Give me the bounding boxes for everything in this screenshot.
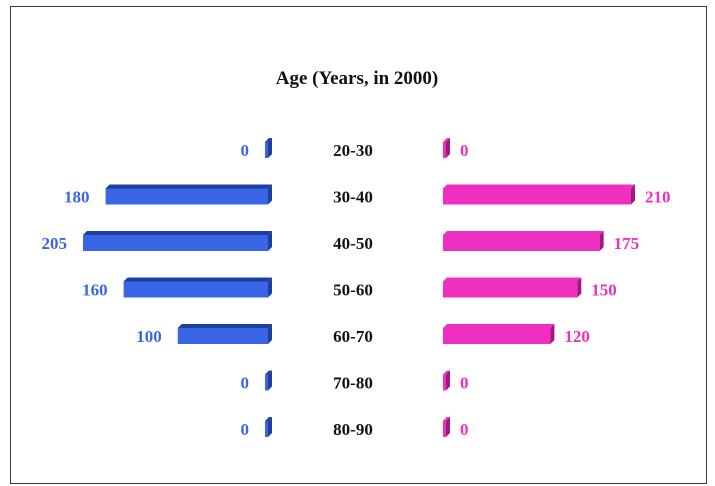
left-bar	[265, 370, 272, 391]
left-bar-top-face	[83, 231, 272, 235]
right-bar	[443, 231, 604, 251]
left-bar-side-face	[268, 277, 272, 298]
right-bar	[443, 138, 450, 158]
left-bar	[265, 417, 272, 437]
right-bar-front-face	[443, 142, 446, 158]
right-series-data-labels: 0 210 175 150 120 0 0	[460, 141, 671, 439]
right-bar-top-face	[443, 417, 450, 421]
category-label: 60-70	[333, 327, 373, 346]
left-bar-side-face	[268, 417, 272, 437]
left-bar-top-face	[105, 184, 272, 189]
left-bar-front-face	[265, 421, 268, 437]
right-bar-side-face	[446, 370, 450, 391]
right-bar	[443, 277, 582, 298]
category-label: 80-90	[333, 420, 373, 439]
right-bar-front-face	[443, 235, 600, 251]
right-bar-front-face	[443, 374, 446, 391]
right-bar-top-face	[443, 184, 635, 189]
left-series-data-labels: 0 180 205 160 100 0 0	[42, 141, 250, 439]
right-bar-top-face	[443, 370, 450, 375]
right-bar-front-face	[443, 328, 551, 344]
right-bar-front-face	[443, 281, 578, 298]
left-bar	[177, 324, 272, 344]
left-bar-front-face	[265, 142, 268, 158]
left-bar-side-face	[268, 184, 272, 205]
left-bar-side-face	[268, 231, 272, 251]
right-bar-side-face	[631, 184, 635, 205]
left-bar-top-face	[265, 417, 272, 421]
right-bar-side-face	[446, 138, 450, 158]
left-bar-front-face	[265, 374, 268, 391]
right-data-label: 175	[614, 234, 640, 253]
left-data-label: 0	[241, 374, 250, 393]
right-bar-side-face	[446, 417, 450, 437]
right-data-label: 0	[460, 420, 469, 439]
category-labels: 20-30 30-40 40-50 50-60 60-70 70-80 80-90	[333, 141, 373, 439]
left-bar-side-face	[268, 138, 272, 158]
category-label: 30-40	[333, 188, 373, 207]
right-series-bars	[443, 138, 635, 437]
left-bar-top-face	[177, 324, 272, 328]
left-bar-top-face	[265, 138, 272, 142]
left-bar-side-face	[268, 324, 272, 344]
right-bar-top-face	[443, 324, 555, 328]
category-label: 20-30	[333, 141, 373, 160]
left-bar	[83, 231, 272, 251]
left-bar-side-face	[268, 370, 272, 391]
left-data-label: 0	[241, 420, 250, 439]
left-bar-front-face	[123, 281, 268, 298]
left-bar	[265, 138, 272, 158]
right-bar-top-face	[443, 277, 582, 282]
right-bar-top-face	[443, 231, 604, 235]
left-series-bars	[83, 138, 272, 437]
right-bar	[443, 324, 555, 344]
right-bar-side-face	[550, 324, 555, 344]
left-data-label: 205	[42, 234, 68, 253]
left-bar-top-face	[123, 277, 272, 282]
left-data-label: 0	[241, 141, 250, 160]
left-bar-front-face	[177, 328, 268, 344]
right-data-label: 210	[645, 188, 671, 207]
right-bar-side-face	[577, 277, 582, 298]
left-bar-front-face	[105, 188, 268, 205]
category-label: 40-50	[333, 234, 373, 253]
left-bar-front-face	[83, 235, 268, 251]
right-bar	[443, 184, 635, 205]
left-data-label: 180	[64, 188, 90, 207]
right-bar	[443, 417, 450, 437]
left-bar-top-face	[265, 370, 272, 375]
right-data-label: 120	[564, 327, 590, 346]
right-bar-front-face	[443, 188, 631, 205]
chart-title: Age (Years, in 2000)	[276, 68, 439, 89]
category-label: 50-60	[333, 281, 373, 300]
category-label: 70-80	[333, 374, 373, 393]
left-bar	[123, 277, 272, 298]
right-data-label: 150	[591, 281, 617, 300]
left-data-label: 160	[82, 281, 108, 300]
left-data-label: 100	[136, 327, 162, 346]
right-bar-top-face	[443, 138, 450, 142]
right-data-label: 0	[460, 374, 469, 393]
left-bar	[105, 184, 272, 205]
right-bar	[443, 370, 450, 391]
right-bar-side-face	[599, 231, 604, 251]
right-bar-front-face	[443, 421, 446, 437]
right-data-label: 0	[460, 141, 469, 160]
